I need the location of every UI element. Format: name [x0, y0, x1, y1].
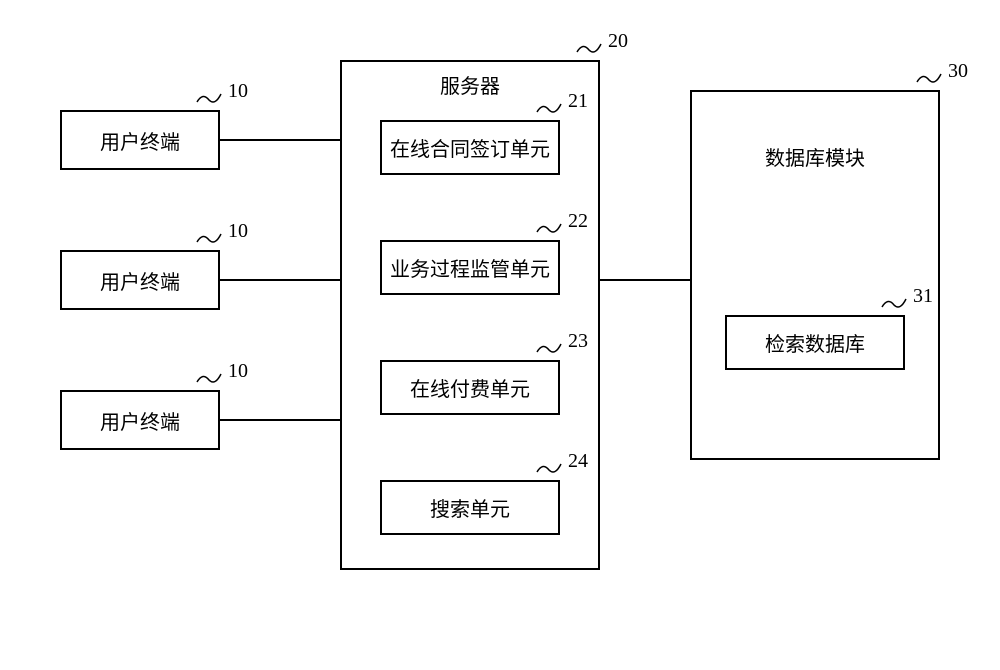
terminal-label-1: 用户终端 — [100, 126, 180, 155]
connector-t2-server — [220, 279, 340, 281]
squiggle-u1 — [535, 98, 565, 116]
server-unit-label-2: 业务过程监管单元 — [390, 253, 550, 282]
server-unit-4: 搜索单元 — [380, 480, 560, 535]
database-unit-1: 检索数据库 — [725, 315, 905, 370]
squiggle-u2 — [535, 218, 565, 236]
server-unit-2: 业务过程监管单元 — [380, 240, 560, 295]
ref-label-database: 30 — [948, 60, 968, 83]
terminal-label-3: 用户终端 — [100, 406, 180, 435]
ref-label-u4: 24 — [568, 450, 588, 473]
ref-label-server: 20 — [608, 30, 628, 53]
ref-label-t1: 10 — [228, 80, 248, 103]
ref-label-u1: 21 — [568, 90, 588, 113]
server-unit-3: 在线付费单元 — [380, 360, 560, 415]
server-title: 服务器 — [342, 62, 598, 99]
server-unit-label-4: 搜索单元 — [430, 493, 510, 522]
squiggle-u4 — [535, 458, 565, 476]
ref-label-d1: 31 — [913, 285, 933, 308]
squiggle-t2 — [195, 228, 225, 246]
database-title: 数据库模块 — [692, 92, 938, 171]
ref-label-u2: 22 — [568, 210, 588, 233]
connector-t3-server — [220, 419, 340, 421]
ref-label-u3: 23 — [568, 330, 588, 353]
squiggle-d1 — [880, 293, 910, 311]
terminal-box-2: 用户终端 — [60, 250, 220, 310]
ref-label-t3: 10 — [228, 360, 248, 383]
terminal-label-2: 用户终端 — [100, 266, 180, 295]
squiggle-t3 — [195, 368, 225, 386]
terminal-box-1: 用户终端 — [60, 110, 220, 170]
server-unit-label-3: 在线付费单元 — [410, 373, 530, 402]
connector-t1-server — [220, 139, 340, 141]
squiggle-u3 — [535, 338, 565, 356]
server-unit-1: 在线合同签订单元 — [380, 120, 560, 175]
database-container: 数据库模块 — [690, 90, 940, 460]
squiggle-server — [575, 38, 605, 56]
database-unit-label-1: 检索数据库 — [765, 328, 865, 357]
ref-label-t2: 10 — [228, 220, 248, 243]
terminal-box-3: 用户终端 — [60, 390, 220, 450]
server-unit-label-1: 在线合同签订单元 — [390, 133, 550, 162]
squiggle-t1 — [195, 88, 225, 106]
connector-server-database — [600, 279, 690, 281]
squiggle-database — [915, 68, 945, 86]
